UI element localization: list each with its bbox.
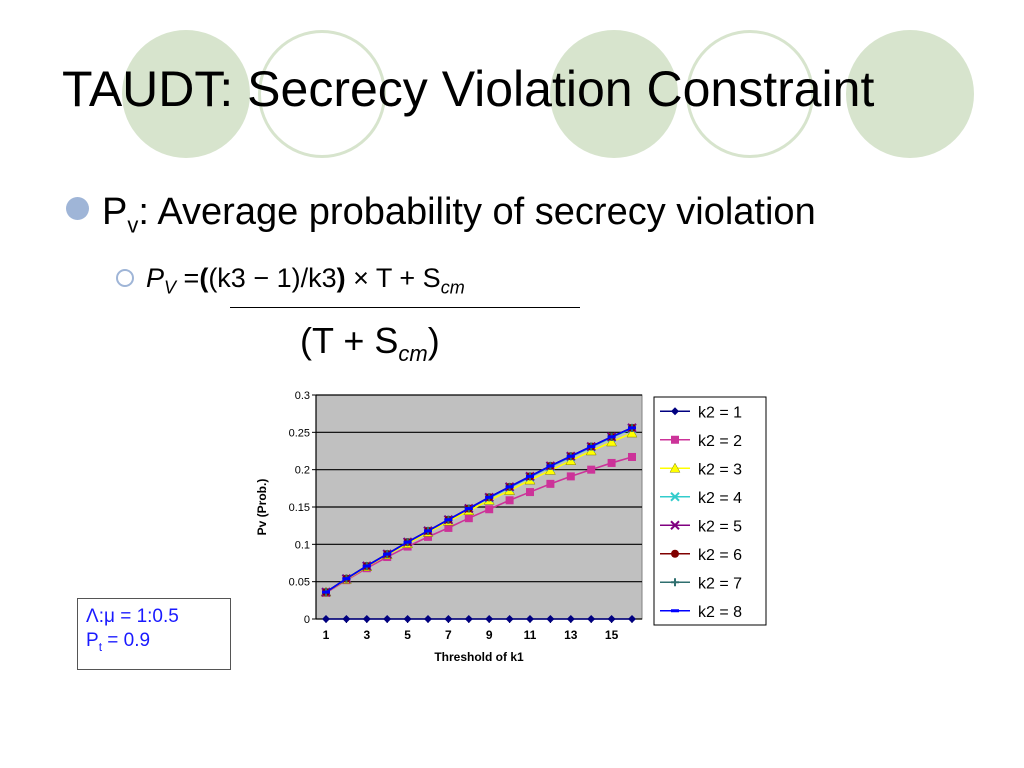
- y-tick-label: 0.05: [289, 577, 310, 589]
- x-tick-label: 1: [323, 628, 330, 642]
- x-tick-label: 3: [363, 628, 370, 642]
- data-point-k2-2: [587, 465, 596, 474]
- data-point-k2-1: [322, 615, 330, 623]
- formula-paren-open: (: [199, 263, 209, 293]
- y-tick-label: 0.3: [295, 390, 310, 402]
- y-tick-label: 0.15: [289, 502, 310, 514]
- data-point-k2-2: [444, 523, 453, 532]
- x-tick-label: 15: [605, 628, 619, 642]
- bullet-subscript: v: [127, 212, 139, 238]
- data-point-k2-1: [362, 615, 371, 623]
- legend-marker-k2-4: [670, 492, 680, 502]
- decorative-circle-5: [846, 30, 974, 158]
- formula-times-subscript: cm: [440, 277, 465, 298]
- x-tick-label: 5: [404, 628, 411, 642]
- denom-left: (T + S: [300, 320, 399, 361]
- legend-marker-k2-5: [670, 520, 680, 530]
- legend-label-k2-5: k2 = 5: [698, 518, 742, 535]
- param-pt: Pt = 0.9: [86, 629, 230, 655]
- data-point-k2-1: [485, 615, 494, 623]
- formula-inner: (k3 − 1)/k3: [208, 263, 337, 293]
- formula-lhs-symbol: P: [146, 263, 165, 293]
- data-point-k2-1: [566, 615, 575, 623]
- x-tick-label: 11: [524, 628, 537, 642]
- decorative-circle-2: [258, 30, 386, 158]
- bullet-symbol: P: [102, 191, 128, 233]
- legend-label-k2-4: k2 = 4: [698, 490, 742, 507]
- legend-marker-k2-1: [671, 407, 679, 416]
- legend-box: [653, 396, 767, 626]
- legend-label-k2-6: k2 = 6: [698, 547, 742, 564]
- data-point-k2-2: [505, 496, 514, 505]
- data-point-k2-1: [607, 615, 616, 623]
- legend-marker-k2-6: [671, 549, 679, 558]
- bullet-text: Pv: Average probability of secrecy viola…: [102, 191, 816, 238]
- formula-fraction-line: [230, 307, 580, 308]
- data-point-k2-1: [546, 615, 555, 623]
- legend-label-k2-8: k2 = 8: [698, 604, 742, 621]
- data-point-k2-2: [607, 458, 616, 467]
- series-line-k2-8: [325, 427, 633, 593]
- formula-lhs-subscript: V: [164, 277, 177, 298]
- x-tick-label: 7: [445, 628, 452, 642]
- formula-equals: =: [176, 263, 200, 293]
- data-point-k2-2: [566, 472, 575, 481]
- data-point-k2-2: [464, 514, 473, 523]
- param-pt-value: = 0.9: [102, 629, 151, 651]
- decorative-circle-1: [122, 30, 250, 158]
- formula-times-part: × T + S: [345, 263, 441, 293]
- decorative-circle-3: [550, 30, 678, 158]
- param-pt-subscript: t: [98, 639, 103, 654]
- data-point-k2-1: [464, 615, 473, 623]
- data-point-k2-3: [626, 427, 638, 438]
- series-line-k2-2: [325, 456, 633, 594]
- legend-label-k2-1: k2 = 1: [698, 404, 742, 421]
- param-pt-symbol: P: [86, 629, 99, 651]
- legend-marker-k2-2: [671, 435, 679, 444]
- data-point-k2-1: [403, 615, 412, 623]
- data-point-k2-1: [505, 615, 514, 623]
- data-point-k2-1: [628, 615, 636, 623]
- data-point-k2-3: [606, 436, 618, 447]
- formula-paren-close: ): [336, 263, 346, 293]
- param-ratio: Λ:μ = 1:0.5: [86, 606, 179, 627]
- x-axis-label: Threshold of k1: [434, 650, 524, 664]
- data-point-k2-2: [628, 452, 636, 461]
- y-tick-label: 0: [304, 614, 310, 626]
- pv-line-chart: 00.050.10.150.20.250.31 3 5 7 9 11 13 15Thresho…: [255, 390, 767, 664]
- formula-denominator: (T + Scm): [300, 320, 440, 367]
- formula-numerator: PV =((k3 − 1)/k3) × T + Scm: [146, 262, 465, 299]
- x-tick-label: 13: [564, 628, 578, 642]
- denom-right: ): [427, 320, 440, 361]
- y-tick-label: 0.2: [295, 465, 310, 477]
- legend-label-k2-7: k2 = 7: [698, 575, 742, 592]
- x-tick-label: 9: [486, 628, 493, 642]
- legend-marker-k2-3: [669, 462, 681, 473]
- parameter-box: Λ:μ = 1:0.5 Pt = 0.9: [77, 598, 231, 670]
- slide-title: TAUDT: Secrecy Violation Constraint: [62, 61, 875, 117]
- bullet-dot-icon: [66, 197, 89, 220]
- y-tick-label: 0.25: [289, 427, 310, 439]
- legend-label-k2-2: k2 = 2: [698, 433, 742, 450]
- legend-marker-k2-7: [671, 578, 679, 587]
- bullet-description: : Average probability of secrecy violati…: [138, 191, 816, 233]
- data-point-k2-1: [342, 615, 351, 623]
- data-point-k2-2: [546, 479, 555, 488]
- data-point-k2-1: [444, 615, 453, 623]
- data-point-k2-1: [424, 615, 432, 623]
- data-point-k2-2: [485, 505, 494, 514]
- decorative-circle-4: [686, 30, 814, 158]
- sub-bullet-ring-icon: [116, 269, 134, 287]
- data-point-k2-2: [526, 488, 534, 497]
- data-point-k2-1: [587, 615, 596, 623]
- legend-label-k2-3: k2 = 3: [698, 461, 742, 478]
- data-point-k2-1: [526, 615, 534, 623]
- data-point-k2-2: [424, 532, 432, 541]
- data-point-k2-1: [383, 615, 392, 623]
- denom-subscript: cm: [398, 341, 428, 367]
- y-axis-label: Pv (Prob.): [255, 479, 269, 536]
- y-tick-label: 0.1: [295, 539, 310, 551]
